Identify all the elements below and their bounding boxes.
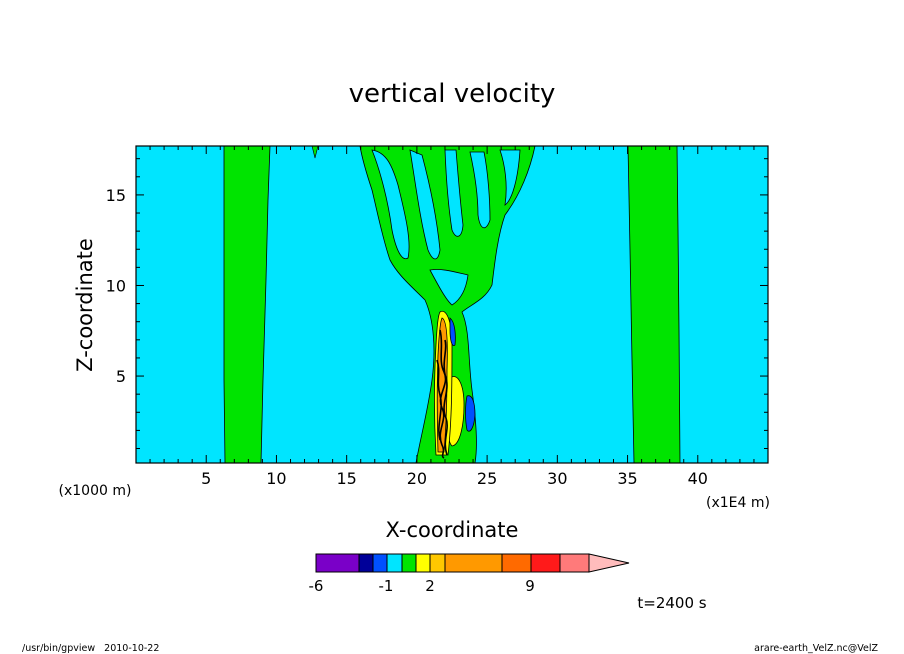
chart-title: vertical velocity	[349, 79, 556, 109]
core-contours	[436, 329, 448, 459]
y-tick-labels: 5 10 15	[106, 186, 126, 386]
x-tick-label: 5	[201, 469, 211, 488]
colorbar-segment	[444, 553, 503, 573]
axis-ticks	[136, 146, 768, 463]
x-tick-label: 40	[688, 469, 708, 488]
colorbar-segment	[386, 553, 403, 573]
plot-frame	[135, 145, 769, 464]
time-label: t=2400 s	[637, 594, 706, 612]
contour-hole-5	[499, 149, 521, 206]
colorbar-segment	[415, 553, 431, 573]
colorbar-label: -6	[309, 577, 324, 595]
contour-hole-2	[409, 149, 441, 260]
x-tick-label: 35	[617, 469, 637, 488]
colorbar-labels: -6 -1 2 9	[309, 577, 535, 595]
contour-hole-1	[371, 149, 410, 260]
x-scale-note: (x1E4 m)	[706, 495, 770, 511]
footer-right: arare-earth_VelZ.nc@VelZ	[754, 643, 878, 654]
colorbar-segment	[559, 553, 590, 573]
x-tick-labels: 5 10 15 20 25 30 35 40	[201, 469, 708, 488]
x-tick-label: 30	[547, 469, 567, 488]
colorbar-segment	[315, 553, 360, 573]
contour-hole-6	[429, 269, 469, 306]
y-tick-label: 5	[116, 367, 126, 386]
colorbar-segment	[401, 553, 417, 573]
convective-core	[434, 310, 476, 459]
contour-band-right	[627, 145, 681, 464]
x-tick-label: 10	[266, 469, 286, 488]
core-blue-upper	[449, 317, 456, 347]
contour-hole-3	[444, 149, 464, 237]
colorbar-segment	[372, 553, 388, 573]
colorbar-segment	[530, 553, 561, 573]
colorbar-label: 2	[425, 577, 435, 595]
plot-area	[135, 145, 769, 464]
y-axis-label: Z-coordinate	[73, 238, 97, 372]
colorbar-segment	[358, 553, 374, 573]
colorbar-segment	[501, 553, 532, 573]
x-tick-label: 25	[477, 469, 497, 488]
colorbar	[315, 553, 630, 573]
contour-hole-4	[469, 151, 491, 229]
y-tick-label: 15	[106, 186, 126, 205]
y-scale-note: (x1000 m)	[59, 483, 132, 499]
footer-left: /usr/bin/gpview 2010-10-22	[22, 643, 159, 654]
core-blue-side	[465, 395, 476, 432]
x-tick-label: 20	[407, 469, 427, 488]
colorbar-label: 9	[525, 577, 535, 595]
x-tick-label: 15	[336, 469, 356, 488]
colorbar-segment	[429, 553, 446, 573]
colorbar-label: -1	[379, 577, 394, 595]
y-tick-label: 10	[106, 276, 126, 295]
colorbar-arrow	[588, 553, 630, 573]
x-axis-label: X-coordinate	[386, 518, 519, 542]
contour-band-left	[223, 145, 271, 464]
